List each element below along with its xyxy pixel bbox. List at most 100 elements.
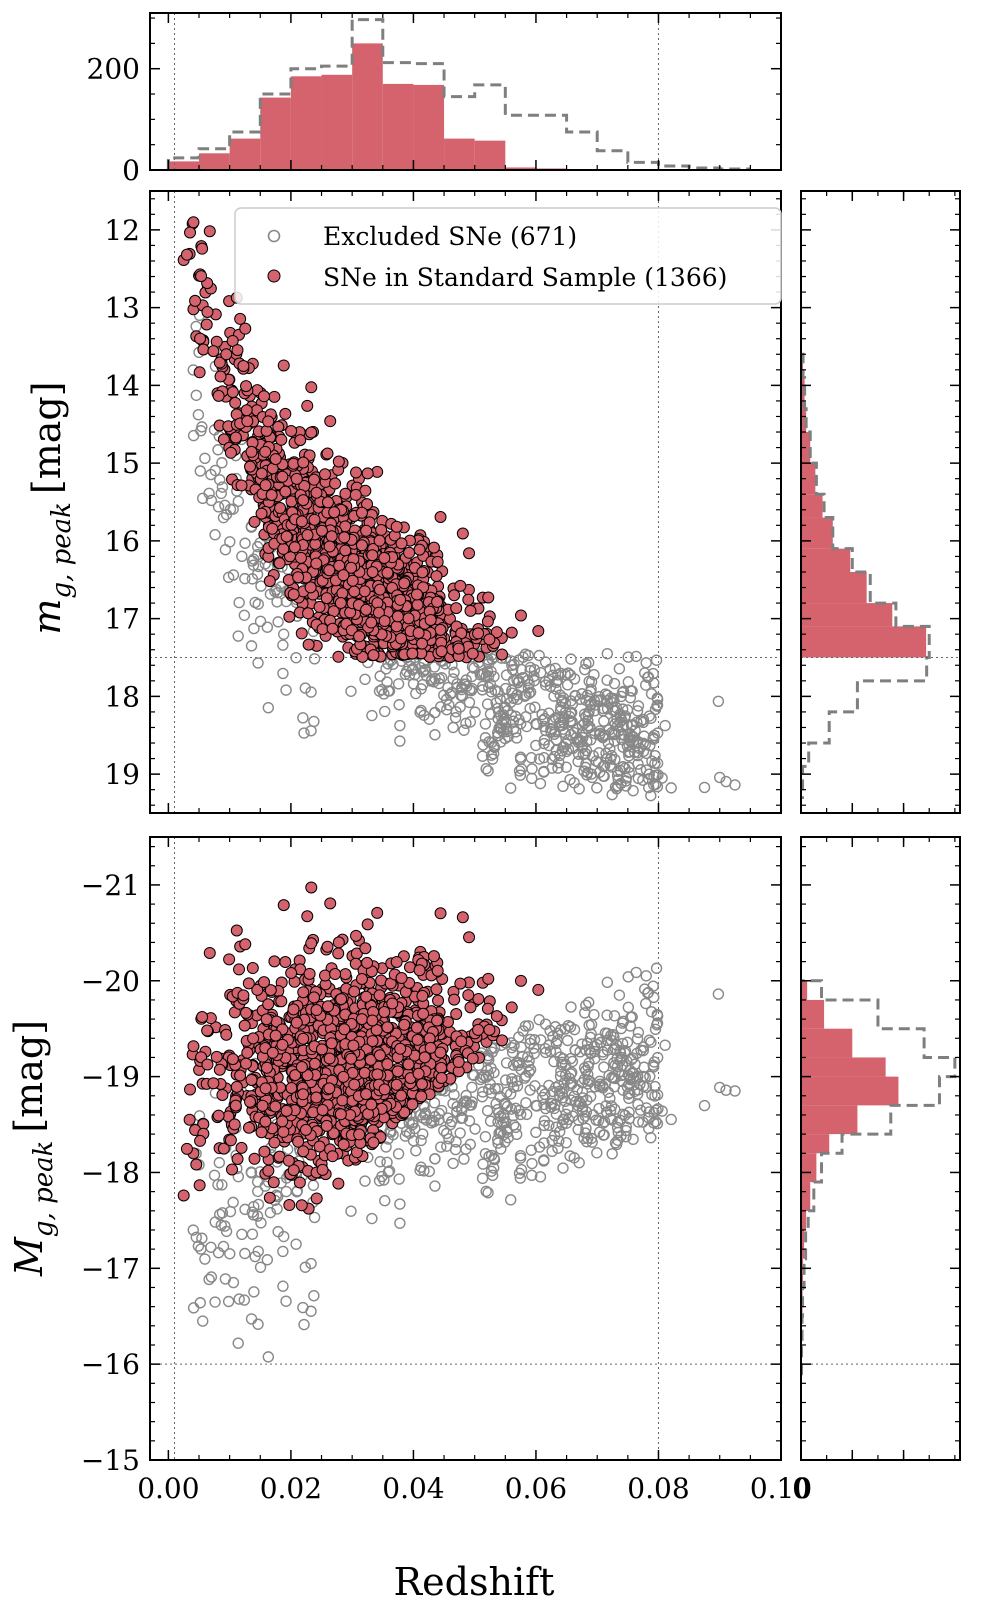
standard-point [434,623,447,636]
standard-point [463,931,476,944]
excluded-point [557,692,570,704]
side-histogram-bar-standard [801,517,833,549]
excluded-point [557,1053,570,1065]
standard-point [308,1057,321,1070]
standard-point [193,366,206,379]
excluded-point [308,653,321,665]
excluded-point [714,1081,726,1094]
standard-point [432,994,445,1007]
y-label-apparent-main: m [25,599,69,635]
standard-point [334,1108,347,1121]
excluded-point [550,734,563,746]
standard-point [256,1099,269,1112]
excluded-point [272,616,284,628]
standard-point [308,513,321,526]
standard-point [431,964,444,977]
standard-point [398,1018,411,1031]
standard-point [353,630,366,643]
excluded-point [379,705,391,718]
excluded-point [308,1289,320,1302]
excluded-point [593,690,605,703]
excluded-point [219,1273,232,1285]
standard-point [481,615,494,628]
standard-point [279,485,292,498]
excluded-point [392,1148,405,1160]
excluded-point [511,689,523,701]
excluded-point [298,1318,310,1331]
standard-point [294,434,307,447]
excluded-point [252,657,264,669]
excluded-point [500,1057,513,1069]
standard-point [268,955,281,968]
standard-point [287,457,300,470]
excluded-point [245,1313,258,1325]
standard-point [239,322,252,335]
standard-point [285,425,298,438]
standard-point [472,1023,485,1036]
excluded-point [366,1212,378,1225]
legend-excluded-label: Excluded SNe (671) [323,222,577,251]
excluded-point [508,692,520,705]
standard-point [190,1158,203,1171]
standard-point [338,1023,351,1036]
standard-point [463,547,476,560]
excluded-point [374,670,386,682]
side-histogram-bar-standard [801,999,825,1029]
excluded-point [477,739,489,751]
excluded-point [255,580,267,592]
standard-point [339,968,352,981]
standard-point [402,1058,415,1071]
excluded-point [569,690,582,702]
excluded-point [190,320,202,333]
excluded-point [606,788,618,801]
apparent-y-tick-label: 12 [104,214,140,247]
excluded-point [557,780,569,793]
standard-point [391,1065,404,1078]
side-histogram-bar-standard [801,603,893,627]
standard-point [310,486,323,499]
excluded-point [530,718,542,730]
excluded-point [236,550,248,563]
standard-point [255,467,268,480]
absolute-magnitude-histogram-panel: 0 [792,836,961,1505]
y-label-apparent-sub: g, peak [47,502,77,598]
standard-point [424,1041,437,1054]
excluded-point [403,669,416,681]
standard-point [310,1004,323,1017]
standard-point [266,1046,279,1059]
standard-point [496,648,509,661]
standard-point [482,591,495,604]
top-y-tick-label: 0 [122,154,140,187]
absolute-y-tick-label: −19 [81,1061,140,1094]
excluded-point [305,686,317,698]
standard-point [434,907,447,920]
top-histogram-panel: 0 200 [87,12,782,187]
standard-point [226,1163,239,1176]
excluded-point [637,737,649,749]
excluded-point [449,712,462,724]
standard-point [514,974,527,987]
standard-point [276,1115,289,1128]
standard-point [332,1177,345,1190]
excluded-point [559,668,571,681]
excluded-point [290,1238,302,1250]
standard-point [220,1028,233,1041]
excluded-point [393,699,405,711]
x-axis-label: Redshift [394,1560,555,1604]
excluded-point [601,976,614,989]
standard-point [466,1052,479,1065]
excluded-point [632,772,645,785]
excluded-point [608,735,621,747]
excluded-point [305,1305,317,1317]
excluded-point [632,700,645,712]
standard-point [395,537,408,550]
standard-point [262,415,275,428]
excluded-point [514,1152,527,1164]
standard-point [334,597,347,610]
standard-point [276,470,289,483]
standard-point [246,962,259,975]
excluded-point [589,704,601,717]
excluded-point [583,656,595,669]
standard-point [464,1001,477,1014]
excluded-point [212,501,225,513]
